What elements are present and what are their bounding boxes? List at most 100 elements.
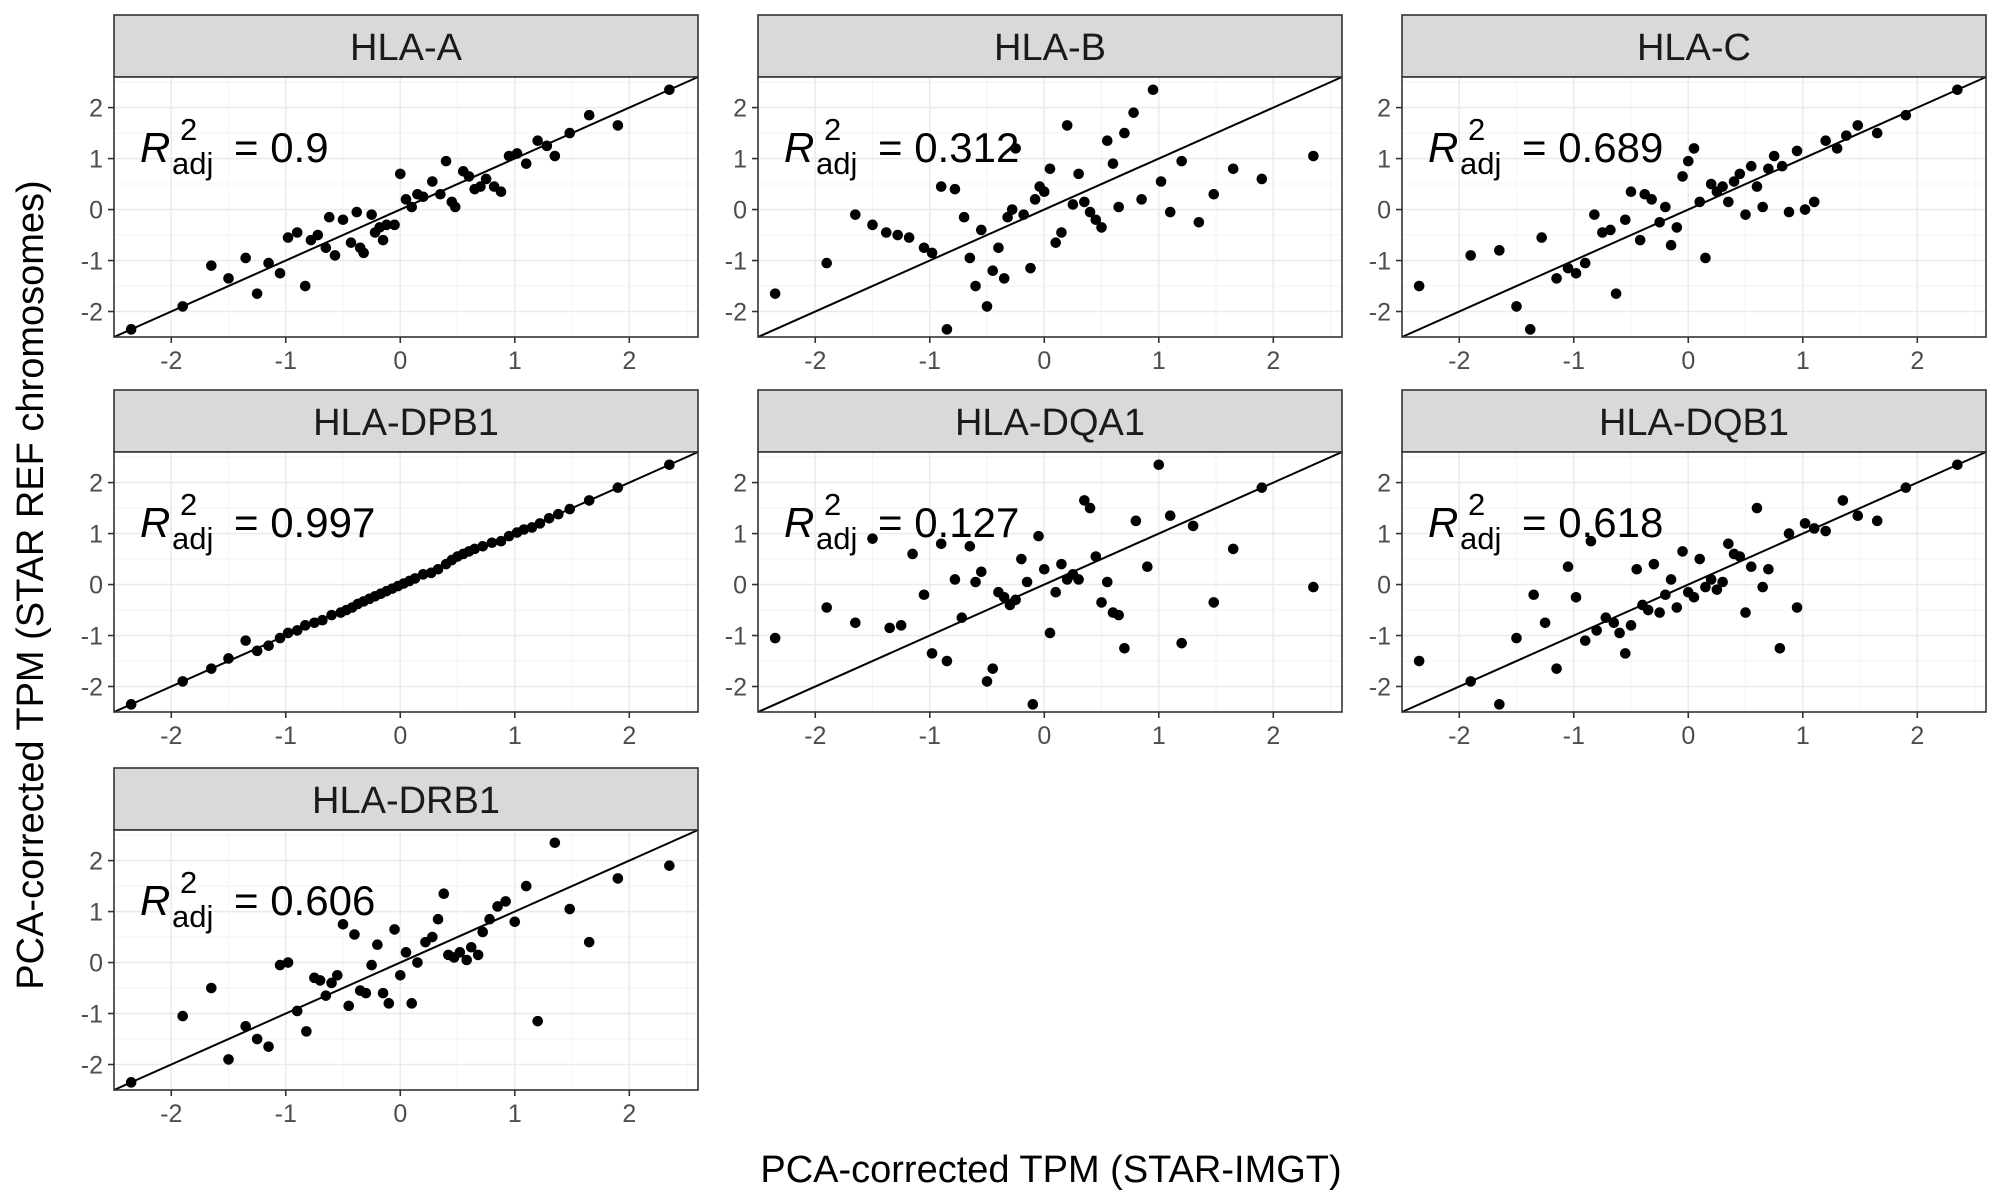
- data-point: [377, 987, 389, 999]
- data-point: [941, 655, 953, 667]
- x-tick-label: 2: [1266, 347, 1280, 375]
- data-point: [381, 219, 392, 231]
- x-tick-label: 0: [1037, 347, 1051, 375]
- data-point: [1610, 288, 1622, 299]
- data-point: [314, 975, 326, 986]
- data-point: [309, 617, 320, 629]
- y-tick-label: 0: [733, 197, 747, 225]
- data-point: [469, 543, 481, 555]
- y-tick-label: -2: [81, 299, 103, 327]
- data-point: [987, 265, 999, 277]
- data-point: [326, 977, 337, 989]
- data-point: [432, 563, 444, 575]
- data-point: [1757, 201, 1769, 213]
- x-tick-label: 1: [1796, 722, 1810, 750]
- data-point: [326, 609, 337, 621]
- data-point: [240, 252, 251, 264]
- data-point: [1619, 214, 1631, 226]
- x-tick-label: -2: [804, 722, 826, 750]
- data-point: [1952, 84, 1963, 96]
- data-point: [1208, 188, 1220, 200]
- x-tick-label: 1: [508, 347, 522, 375]
- data-point: [1084, 206, 1096, 218]
- reference-line-hla-c: [1401, 76, 1987, 338]
- data-point: [1096, 597, 1107, 608]
- x-tick-label: -2: [160, 722, 182, 750]
- reference-line-hla-drb1: [113, 829, 699, 1091]
- data-point: [1090, 214, 1102, 226]
- data-point: [918, 589, 930, 601]
- data-point: [291, 625, 303, 636]
- data-point: [1871, 515, 1883, 527]
- strip-hla-dpb1: [113, 389, 699, 453]
- data-point: [1029, 194, 1041, 205]
- data-point: [477, 541, 489, 552]
- data-point: [377, 234, 389, 246]
- r2-superscript: 2: [180, 487, 197, 522]
- data-point: [472, 949, 484, 961]
- data-point: [1614, 627, 1625, 639]
- data-point: [1900, 482, 1912, 493]
- data-point: [926, 648, 938, 659]
- data-point: [349, 929, 360, 940]
- x-tick-label: 1: [1796, 347, 1810, 375]
- data-point: [406, 998, 418, 1009]
- data-point: [1600, 612, 1612, 623]
- data-point: [1705, 178, 1717, 190]
- data-point: [449, 201, 461, 213]
- data-point: [975, 224, 987, 236]
- data-point: [1176, 637, 1187, 649]
- data-point: [964, 541, 976, 552]
- data-point: [477, 926, 489, 938]
- data-point: [372, 939, 383, 951]
- data-point: [867, 219, 878, 231]
- x-axis-title: PCA-corrected TPM (STAR-IMGT): [760, 1149, 1341, 1191]
- data-point: [1227, 163, 1239, 175]
- reference-line-hla-dqa1: [757, 451, 1343, 713]
- x-tick-label: -2: [1448, 347, 1470, 375]
- data-point: [427, 176, 438, 187]
- data-point: [1589, 209, 1600, 220]
- data-point: [534, 518, 546, 529]
- y-tick-label: -1: [81, 623, 103, 651]
- data-point: [1562, 262, 1574, 274]
- y-tick-label: 0: [1377, 572, 1391, 600]
- data-point: [299, 620, 311, 631]
- data-point: [417, 569, 429, 580]
- data-point: [1413, 280, 1425, 292]
- data-point: [1056, 558, 1067, 570]
- data-point: [1033, 530, 1044, 542]
- panel-border-hla-b: [757, 76, 1343, 338]
- data-point: [1006, 204, 1018, 215]
- data-point: [263, 257, 274, 269]
- data-point: [263, 1041, 274, 1052]
- data-point: [1079, 196, 1090, 208]
- panel-border-hla-dpb1: [113, 451, 699, 713]
- data-point: [358, 247, 369, 259]
- data-point: [552, 508, 564, 520]
- data-point: [964, 252, 976, 264]
- data-point: [949, 574, 961, 585]
- data-point: [956, 612, 968, 623]
- data-point: [282, 232, 294, 243]
- data-point: [532, 1015, 543, 1027]
- data-point: [1551, 663, 1562, 674]
- y-tick-label: -2: [81, 674, 103, 702]
- strip-label-hla-c: HLA-C: [1637, 27, 1751, 69]
- data-point: [1101, 576, 1113, 588]
- strip-label-hla-dqb1: HLA-DQB1: [1599, 402, 1789, 444]
- data-point: [518, 524, 530, 535]
- x-tick-label: 0: [393, 347, 407, 375]
- r2-symbol: R: [1428, 124, 1458, 171]
- data-point: [337, 214, 349, 226]
- data-point: [1101, 135, 1113, 147]
- r2-symbol: R: [140, 877, 170, 924]
- x-tick-label: 0: [1037, 722, 1051, 750]
- strip-label-hla-a: HLA-A: [350, 27, 463, 69]
- data-point: [454, 947, 466, 958]
- data-point: [282, 957, 294, 968]
- data-point: [1677, 546, 1688, 557]
